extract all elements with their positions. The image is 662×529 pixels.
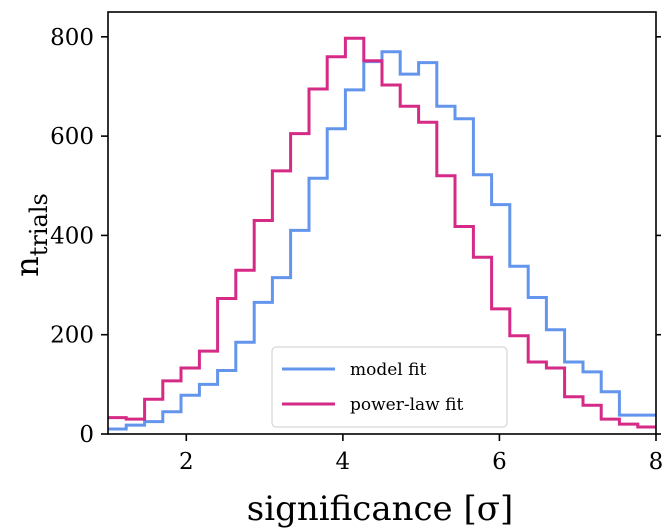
y-axis-title: ntrials — [8, 193, 53, 277]
svg-text:ntrials: ntrials — [8, 193, 53, 277]
y-tick-label: 800 — [50, 25, 94, 51]
legend-label-power-law-fit: power-law fit — [350, 395, 463, 415]
legend: model fit power-law fit — [271, 346, 508, 428]
legend-label-model-fit: model fit — [350, 360, 426, 380]
y-axis-title-sub: trials — [25, 193, 53, 256]
y-tick-label: 600 — [50, 124, 94, 150]
x-tick-label: 2 — [179, 449, 194, 475]
x-tick-label: 8 — [649, 449, 662, 475]
x-tick-label: 6 — [492, 449, 507, 475]
y-axis-title-main: n — [8, 256, 46, 277]
x-axis-title: significance [σ] — [247, 489, 513, 529]
axes-layer: 2 4 6 8 0 200 400 600 800 — [50, 11, 662, 475]
x-tick-label: 4 — [336, 449, 351, 475]
series-layer — [108, 36, 656, 431]
y-tick-label: 400 — [50, 223, 94, 249]
y-tick-label: 0 — [79, 422, 94, 448]
legend-box — [271, 346, 508, 428]
y-tick-label: 200 — [50, 323, 94, 349]
axes-frame — [107, 11, 657, 435]
series-power-law-fit — [108, 36, 656, 429]
